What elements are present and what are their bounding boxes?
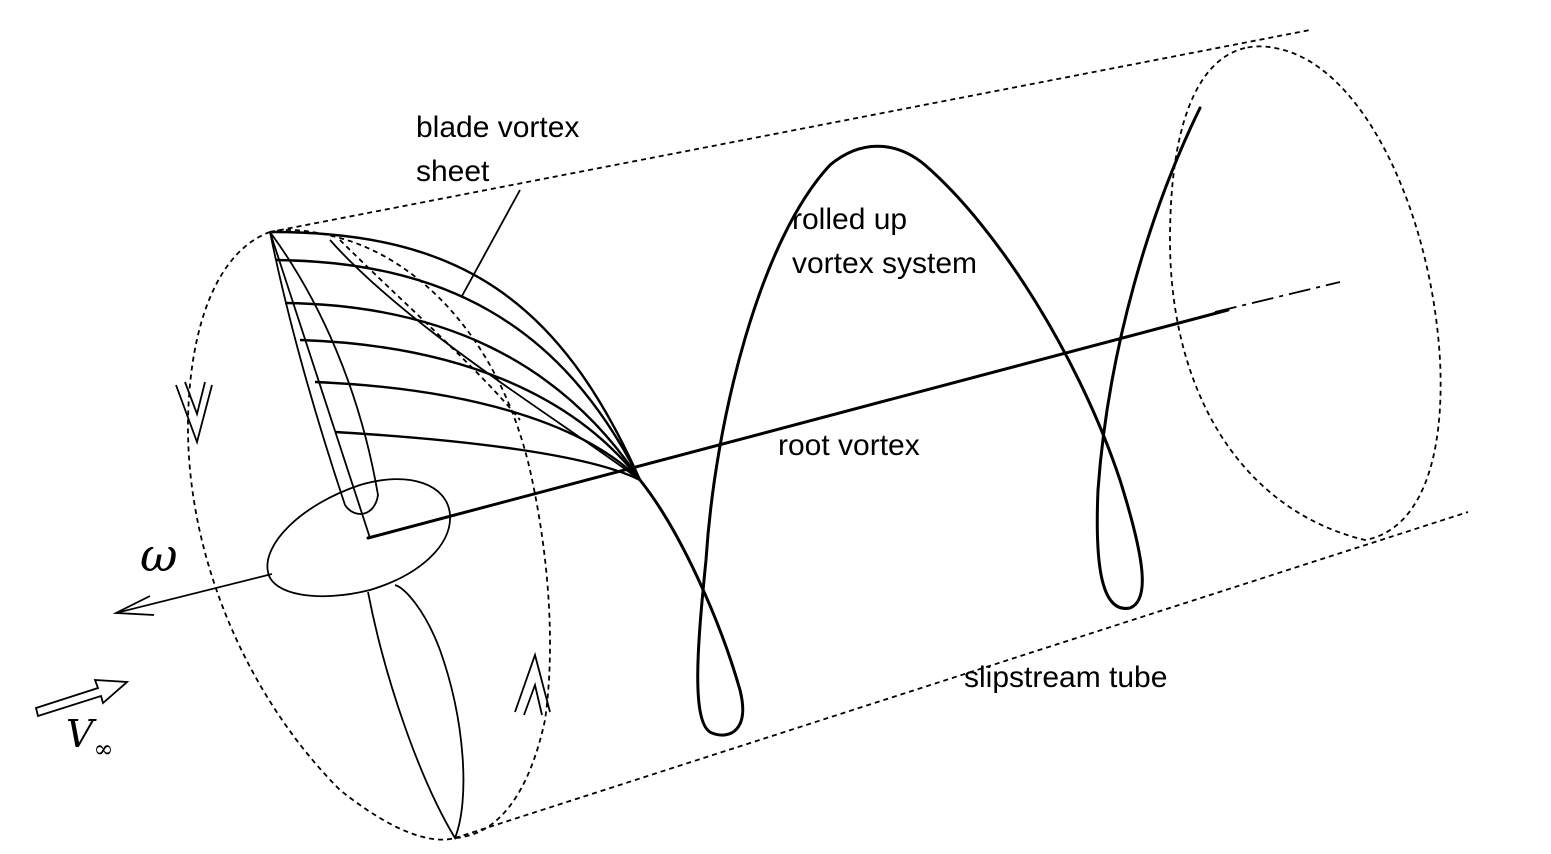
label-rolled-up-vortex-system: rolled up vortex system — [792, 198, 977, 286]
label-slipstream-tube: slipstream tube — [964, 656, 1167, 700]
freestream-arrow — [36, 680, 127, 716]
sheet-line-5 — [335, 432, 640, 480]
label-vortex-system: vortex system — [792, 242, 977, 286]
infinity-subscript: ∞ — [93, 735, 113, 763]
label-blade-vortex: blade vortex — [416, 106, 579, 150]
sheet-line-2 — [285, 303, 640, 480]
v-symbol: V — [66, 712, 93, 756]
label-sheet: sheet — [416, 150, 579, 194]
hub — [267, 479, 450, 596]
label-rolled-up: rolled up — [792, 198, 977, 242]
sheet-leader-line — [462, 190, 520, 296]
rotation-arrow-up — [515, 655, 550, 715]
label-blade-vortex-sheet: blade vortex sheet — [416, 106, 579, 194]
sheet-line-1 — [276, 260, 640, 480]
rear-disk — [1170, 46, 1441, 540]
lower-blade — [368, 585, 463, 838]
rotation-arrow-down — [176, 382, 212, 442]
label-root-vortex: root vortex — [778, 424, 920, 468]
axis-extension — [1215, 282, 1340, 312]
upper-blade — [270, 232, 378, 514]
v-infinity-symbol: V∞ — [66, 712, 113, 756]
omega-symbol: ω — [140, 528, 178, 582]
tube-bottom-edge — [455, 512, 1468, 838]
sheet-line-tip — [272, 232, 640, 480]
